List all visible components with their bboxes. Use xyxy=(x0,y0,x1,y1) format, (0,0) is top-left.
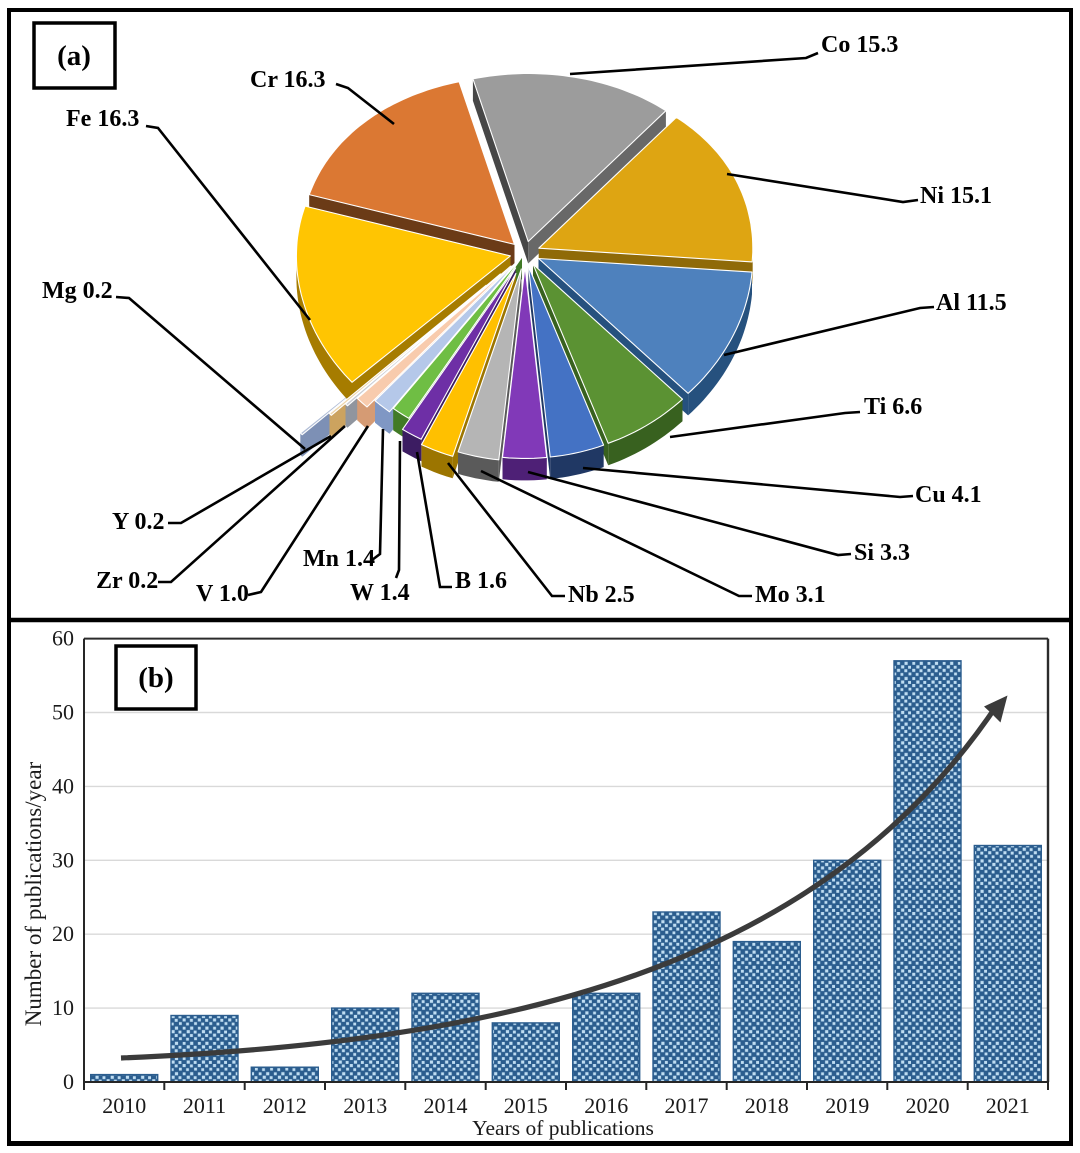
svg-text:Al 11.5: Al 11.5 xyxy=(936,290,1007,316)
svg-text:2013: 2013 xyxy=(343,1093,387,1118)
svg-text:2019: 2019 xyxy=(825,1093,869,1118)
svg-text:10: 10 xyxy=(52,995,74,1020)
svg-text:Co 15.3: Co 15.3 xyxy=(821,32,898,58)
svg-text:20: 20 xyxy=(52,921,74,946)
svg-text:Mo 3.1: Mo 3.1 xyxy=(755,582,826,608)
svg-text:Ti 6.6: Ti 6.6 xyxy=(864,394,922,420)
svg-text:0: 0 xyxy=(63,1069,74,1094)
svg-text:Number of publications/year: Number of publications/year xyxy=(21,761,46,1026)
svg-text:50: 50 xyxy=(52,700,74,725)
svg-text:2011: 2011 xyxy=(183,1093,226,1118)
svg-text:B 1.6: B 1.6 xyxy=(455,568,507,594)
svg-text:60: 60 xyxy=(52,626,74,651)
svg-text:2010: 2010 xyxy=(102,1093,146,1118)
svg-text:Si 3.3: Si 3.3 xyxy=(854,540,910,566)
svg-text:V 1.0: V 1.0 xyxy=(196,581,249,607)
svg-text:Y 0.2: Y 0.2 xyxy=(112,509,164,535)
svg-text:W 1.4: W 1.4 xyxy=(350,580,410,606)
svg-text:Fe 16.3: Fe 16.3 xyxy=(66,106,139,132)
svg-text:Mn 1.4: Mn 1.4 xyxy=(303,546,375,572)
svg-text:Years of publications: Years of publications xyxy=(472,1116,654,1140)
svg-text:(b): (b) xyxy=(138,662,173,694)
svg-text:2015: 2015 xyxy=(504,1093,548,1118)
svg-text:Ni 15.1: Ni 15.1 xyxy=(920,183,992,209)
svg-text:Cr 16.3: Cr 16.3 xyxy=(250,67,326,93)
svg-text:2020: 2020 xyxy=(906,1093,950,1118)
svg-text:Mg 0.2: Mg 0.2 xyxy=(42,278,113,304)
svg-text:2018: 2018 xyxy=(745,1093,789,1118)
svg-text:2014: 2014 xyxy=(424,1093,468,1118)
svg-text:2012: 2012 xyxy=(263,1093,307,1118)
svg-text:2021: 2021 xyxy=(986,1093,1030,1118)
svg-text:30: 30 xyxy=(52,847,74,872)
svg-text:(a): (a) xyxy=(57,40,91,72)
svg-text:Nb 2.5: Nb 2.5 xyxy=(568,582,635,608)
svg-text:2016: 2016 xyxy=(584,1093,628,1118)
svg-text:Cu 4.1: Cu 4.1 xyxy=(915,482,982,508)
svg-text:40: 40 xyxy=(52,773,74,798)
svg-text:Zr 0.2: Zr 0.2 xyxy=(96,568,158,594)
svg-text:2017: 2017 xyxy=(665,1093,709,1118)
